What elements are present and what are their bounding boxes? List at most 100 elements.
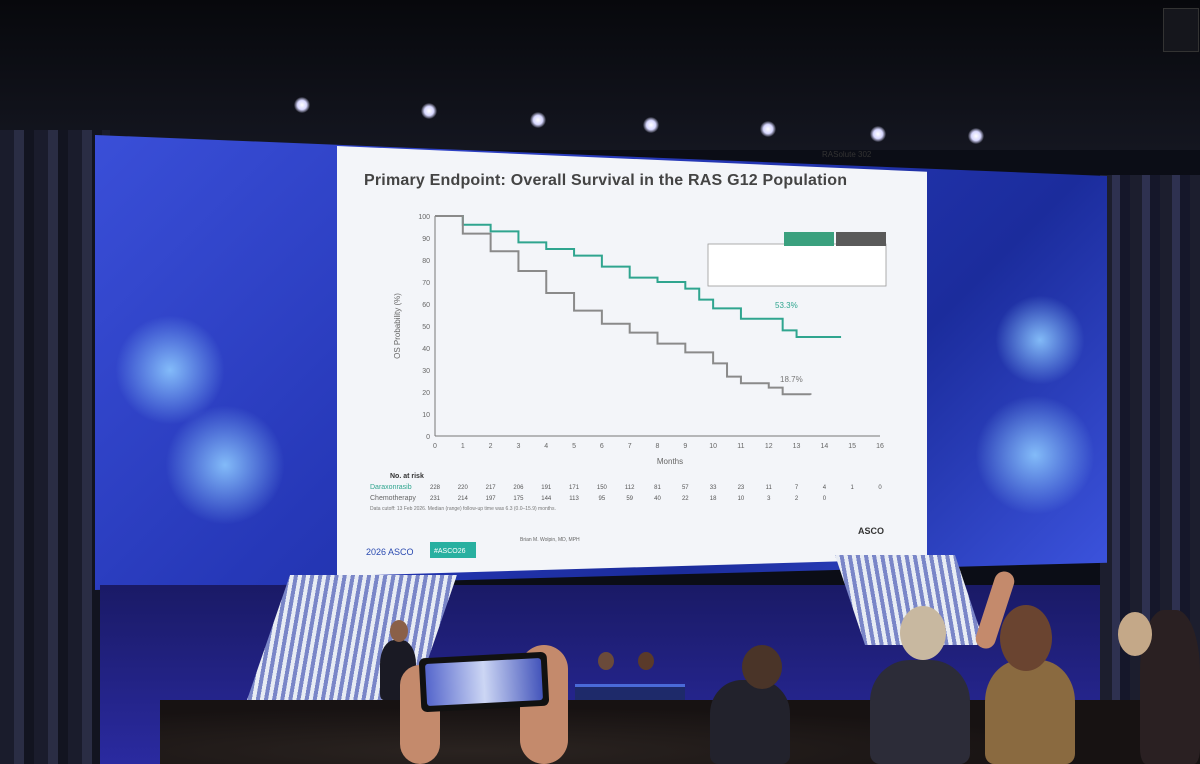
arm2-risk-value: 22 — [682, 496, 689, 502]
spotlight — [294, 97, 310, 113]
arm2-risk-value: 3 — [767, 496, 771, 502]
x-tick-label: 16 — [876, 443, 884, 450]
spotlight — [968, 128, 984, 144]
arm1-risk-value: 7 — [795, 485, 799, 491]
arm1-risk-value: 220 — [458, 485, 469, 491]
arm1-risk-value: 57 — [682, 485, 689, 491]
spotlight — [421, 103, 437, 119]
y-tick-label: 10 — [422, 412, 430, 419]
x-tick-label: 15 — [848, 443, 856, 450]
meeting-logo: 2026 ASCO — [366, 547, 414, 557]
spotlight — [530, 112, 546, 128]
x-tick-label: 4 — [544, 443, 548, 450]
audience-head — [900, 606, 946, 660]
audience-member — [985, 660, 1075, 764]
y-tick-label: 70 — [422, 280, 430, 287]
y-tick-label: 50 — [422, 324, 430, 331]
slide-title: Primary Endpoint: Overall Survival in th… — [364, 172, 848, 189]
x-tick-label: 6 — [600, 443, 604, 450]
audience-member — [710, 680, 790, 764]
x-tick-label: 5 — [572, 443, 576, 450]
stats-box — [707, 243, 887, 287]
y-tick-label: 30 — [422, 368, 430, 375]
arm1-risk-value: 33 — [710, 485, 717, 491]
x-tick-label: 8 — [656, 443, 660, 450]
panelist — [638, 652, 654, 670]
x-tick-label: 10 — [709, 443, 717, 450]
x-tick-label: 7 — [628, 443, 632, 450]
presenter-name: Brian M. Wolpin, MD, MPH — [520, 537, 580, 543]
panelist — [598, 652, 614, 670]
camera-icon — [1163, 8, 1199, 52]
arm1-risk-value: 81 — [654, 485, 661, 491]
arm2-curve — [435, 215, 812, 396]
x-tick-label: 14 — [820, 443, 828, 450]
arm2-name: Chemotherapy — [370, 495, 416, 502]
audience-member — [870, 660, 970, 764]
x-tick-label: 12 — [765, 443, 773, 450]
arm1-risk-value: 228 — [430, 485, 441, 491]
arm1-curve — [435, 215, 842, 338]
arm1-risk-value: 1 — [851, 485, 855, 491]
ceiling — [0, 0, 1200, 150]
arm1-risk-value: 191 — [541, 485, 552, 491]
phone-screen — [424, 657, 544, 707]
stats-header-arm1 — [784, 232, 834, 246]
y-tick-label: 20 — [422, 390, 430, 397]
arm2-risk-value: 231 — [430, 496, 441, 502]
audience-head — [1118, 612, 1152, 656]
y-tick-label: 100 — [418, 214, 430, 221]
arm1-risk-value: 217 — [486, 485, 497, 491]
arm2-risk-value: 95 — [599, 496, 606, 502]
arm1-risk-value: 0 — [878, 485, 882, 491]
arm2-risk-value: 0 — [823, 496, 827, 502]
annotation-bottom: 18.7% — [780, 375, 803, 384]
x-tick-label: 3 — [516, 443, 520, 450]
spotlight — [643, 117, 659, 133]
arm1-risk-value: 206 — [513, 485, 524, 491]
arm2-risk-value: 214 — [458, 496, 469, 502]
arm2-risk-value: 59 — [626, 496, 633, 502]
x-tick-label: 13 — [793, 443, 801, 450]
x-tick-label: 1 — [461, 443, 465, 450]
audience-head — [742, 645, 782, 689]
arm2-risk-value: 10 — [738, 496, 745, 502]
x-tick-label: 11 — [737, 443, 744, 450]
y-axis-label: OS Probability (%) — [393, 293, 402, 359]
arm1-name: Daraxonrasib — [370, 484, 412, 491]
asco-logo: ASCO — [858, 526, 884, 536]
arm2-risk-value: 18 — [710, 496, 717, 502]
arm1-risk-value: 4 — [823, 485, 827, 491]
data-cutoff: Data cutoff: 13 Feb 2026. Median (range)… — [370, 506, 556, 512]
speaker-head — [390, 620, 408, 642]
arm2-risk-value: 40 — [654, 496, 661, 502]
y-tick-label: 90 — [422, 236, 430, 243]
arm1-risk-value: 112 — [625, 485, 635, 491]
arm1-risk-value: 23 — [738, 485, 745, 491]
arm2-risk-value: 197 — [486, 496, 497, 502]
annotation-top: 53.3% — [775, 301, 798, 310]
audience-head — [1000, 605, 1052, 671]
x-tick-label: 0 — [433, 443, 437, 450]
spotlight — [760, 121, 776, 137]
arm2-risk-value: 2 — [795, 496, 799, 502]
spotlight — [870, 126, 886, 142]
y-tick-label: 0 — [426, 434, 430, 441]
x-tick-label: 2 — [489, 443, 493, 450]
smartphone — [418, 651, 550, 713]
trial-label: RASolute 302 — [822, 150, 872, 159]
x-axis-label: Months — [657, 457, 683, 466]
y-tick-label: 40 — [422, 346, 430, 353]
hashtag-badge: #ASCO26 — [434, 548, 466, 555]
arm1-risk-value: 150 — [597, 485, 608, 491]
curtain-left — [0, 130, 110, 764]
x-tick-label: 9 — [683, 443, 687, 450]
y-tick-label: 60 — [422, 302, 430, 309]
y-tick-label: 80 — [422, 258, 430, 265]
arm2-risk-value: 113 — [569, 496, 579, 502]
stats-header-arm2 — [836, 232, 886, 246]
arm2-risk-value: 144 — [541, 496, 552, 502]
at-risk-title: No. at risk — [390, 473, 424, 480]
arm1-risk-value: 11 — [766, 485, 773, 491]
